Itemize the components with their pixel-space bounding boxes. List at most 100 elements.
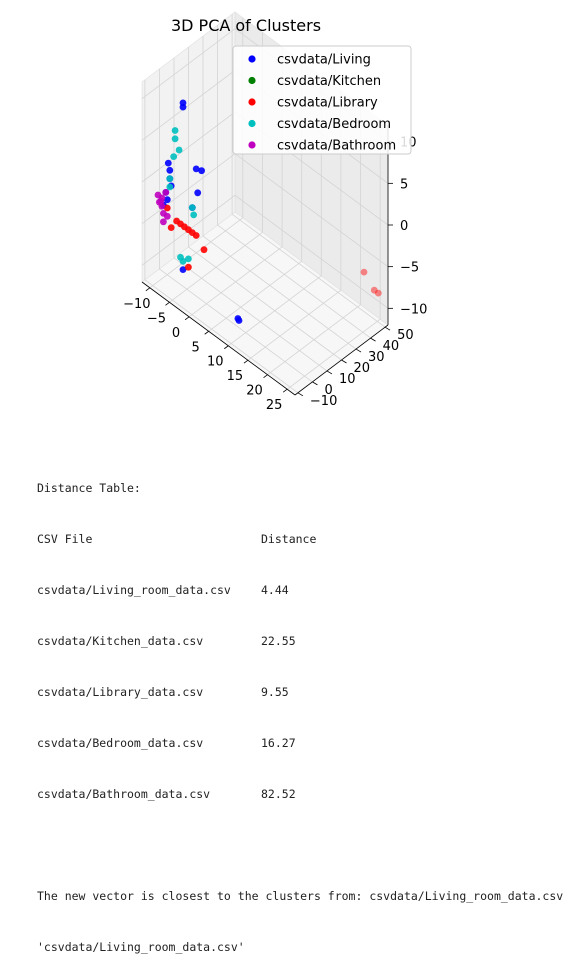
data-point-csvdata-bathroom [163, 212, 171, 220]
table-header-file: CSV File [37, 532, 93, 546]
data-point-csvdata-living [194, 189, 202, 197]
table-row: csvdata/Library_data.csv 9.55 [37, 684, 582, 701]
data-point-csvdata-bedroom [190, 211, 198, 219]
grid-line-y [144, 79, 299, 394]
z-tick-label: 0 [400, 219, 408, 234]
legend-marker [248, 55, 256, 63]
y-tick-label: −10 [310, 394, 337, 409]
y-tick-mark [355, 348, 362, 353]
x-tick-label: 10 [207, 355, 224, 370]
data-point-csvdata-living [163, 196, 171, 204]
y-tick-mark [384, 326, 391, 331]
table-row: csvdata/Bathroom_data.csv 82.52 [37, 786, 582, 803]
chart-title: 3D PCA of Clusters [171, 16, 321, 35]
table-cell-file: csvdata/Living_room_data.csv [37, 583, 231, 597]
data-point-csvdata-bedroom [166, 183, 174, 191]
z-tick-label: −5 [400, 261, 419, 276]
data-point-csvdata-library [200, 246, 208, 254]
data-point-csvdata-bathroom [157, 197, 165, 205]
y-tick-mark [312, 381, 318, 386]
legend-marker [248, 141, 256, 149]
data-point-csvdata-living [179, 103, 187, 111]
table-header-row: CSV File Distance [37, 531, 582, 548]
legend-label: csvdata/Library [277, 96, 378, 111]
data-point-csvdata-bedroom [175, 146, 183, 154]
y-tick-mark [370, 337, 376, 342]
data-point-csvdata-bathroom [160, 218, 167, 226]
x-tick-label: −10 [123, 297, 150, 312]
data-point-csvdata-living [235, 317, 243, 324]
table-cell-file: csvdata/Bathroom_data.csv [37, 787, 211, 801]
x-tick-label: −5 [147, 311, 166, 326]
grid-line-y [188, 47, 342, 361]
data-point-csvdata-library [370, 286, 378, 294]
z-tick-label: 5 [400, 177, 408, 192]
legend-label: csvdata/Kitchen [277, 74, 381, 89]
grid-line-z [141, 194, 389, 309]
data-point-csvdata-living [166, 166, 174, 174]
data-point-csvdata-bedroom [171, 135, 179, 143]
grid-line-y [231, 14, 386, 328]
table-cell-file: csvdata/Bedroom_data.csv [37, 736, 204, 750]
data-point-csvdata-library [192, 232, 200, 239]
y-tick-label: 50 [397, 328, 414, 343]
legend-marker [248, 119, 256, 128]
y-tick-mark [326, 370, 333, 375]
data-point-csvdata-living [164, 159, 172, 167]
data-point-csvdata-bedroom [171, 127, 179, 134]
table-row: csvdata/Kitchen_data.csv 22.55 [37, 633, 582, 650]
table-cell-distance: 82.52 [261, 787, 296, 801]
table-cell-distance: 22.55 [261, 634, 296, 648]
data-point-csvdata-bathroom [162, 189, 170, 196]
data-point-csvdata-bedroom [170, 153, 178, 161]
grid-line-y [158, 68, 313, 383]
legend-label: csvdata/Living [277, 53, 371, 68]
x-tick-mark [243, 359, 249, 364]
legend-label: csvdata/Bathroom [277, 139, 396, 154]
x-tick-label: 15 [227, 369, 244, 384]
table-cell-file: csvdata/Kitchen_data.csv [37, 634, 204, 648]
return-value: 'csvdata/Living_room_data.csv' [37, 940, 245, 954]
data-point-csvdata-library [163, 204, 171, 212]
x-tick-mark [263, 374, 268, 379]
closest-cluster-message: The new vector is closest to the cluster… [37, 889, 564, 903]
x-tick-label: 0 [172, 326, 180, 341]
data-point-csvdata-bedroom [185, 255, 192, 263]
table-header-distance: Distance [261, 532, 317, 546]
legend-box [232, 45, 412, 155]
y-tick-label: 30 [368, 350, 385, 365]
table-cell-distance: 16.27 [261, 736, 296, 750]
x-tick-mark [165, 301, 170, 306]
table-cell-file: csvdata/Library_data.csv [37, 685, 204, 699]
y-tick-mark [297, 392, 304, 397]
data-point-csvdata-bathroom [154, 191, 162, 199]
z-tick-label: −10 [400, 302, 427, 317]
grid-line-x [286, 119, 381, 390]
grid-line-y [217, 25, 371, 339]
y-tick-label: 40 [383, 339, 400, 354]
legend-marker [248, 98, 256, 106]
y-tick-label: 20 [354, 361, 371, 376]
y-tick-label: 0 [324, 383, 332, 398]
data-point-csvdata-library [185, 263, 192, 271]
legend-marker [248, 76, 256, 85]
y-tick-label: 10 [339, 372, 356, 387]
x-tick-mark [224, 345, 229, 350]
data-point-csvdata-library [360, 268, 368, 276]
data-point-csvdata-living [192, 165, 200, 173]
legend-label: csvdata/Bedroom [277, 117, 391, 132]
table-row: csvdata/Bedroom_data.csv 16.27 [37, 735, 582, 752]
data-point-csvdata-library [374, 289, 382, 297]
x-tick-label: 5 [192, 340, 200, 355]
data-points [154, 99, 382, 324]
grid-line-y [173, 57, 328, 372]
grid-line-y [202, 36, 357, 350]
legend-items: csvdata/Living csvdata/Kitchen csvdata/Lib… [248, 53, 396, 154]
x-tick-label: 25 [266, 398, 283, 413]
x-axis-line [141, 281, 296, 396]
grid-line-x [247, 90, 342, 361]
data-point-csvdata-living [198, 167, 206, 175]
x-tick-label: 20 [246, 384, 263, 399]
